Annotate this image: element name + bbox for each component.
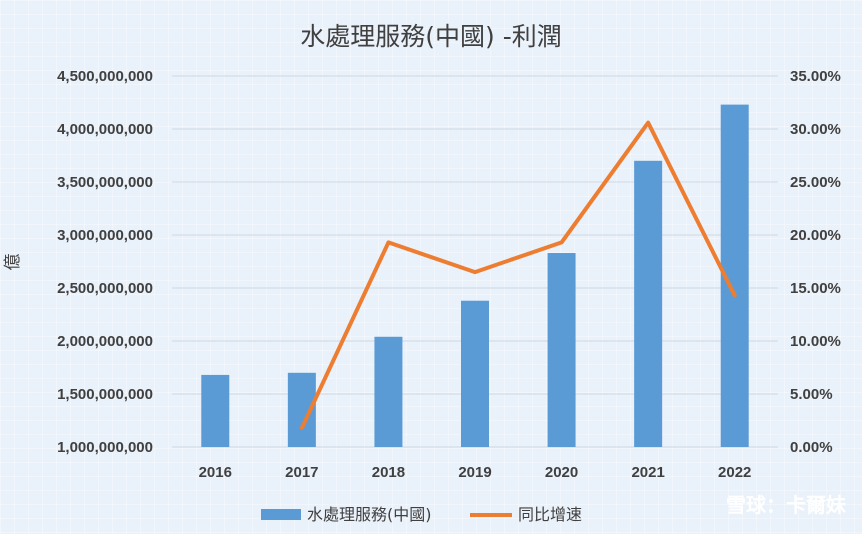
y-tick-label: 4,500,000,000 (57, 68, 153, 85)
y2-tick-label: 15.00% (790, 280, 841, 297)
bar (201, 374, 230, 447)
bar-series (201, 104, 749, 448)
y2-tick-label: 20.00% (790, 227, 841, 244)
x-tick-label: 2020 (545, 464, 578, 481)
growth-line (299, 120, 737, 430)
y-axis-left: 1,000,000,000 1,500,000,000 2,000,000,000 2… (57, 68, 153, 456)
x-tick-label: 2021 (631, 464, 664, 481)
x-tick-label: 2017 (285, 464, 318, 481)
y2-tick-label: 25.00% (790, 174, 841, 191)
legend-label-bar: 水處理服務(中國) (307, 505, 432, 524)
y2-tick-label: 30.00% (790, 121, 841, 138)
y-tick-label: 1,000,000,000 (57, 439, 153, 456)
legend-label-line: 同比增速 (518, 505, 582, 524)
legend: 水處理服務(中國) 同比增速 (261, 505, 582, 524)
x-axis: 2016 2017 2018 2019 2020 2021 2022 (199, 464, 752, 481)
y-tick-label: 2,000,000,000 (57, 333, 153, 350)
line-point (560, 240, 564, 244)
y-tick-label: 3,000,000,000 (57, 227, 153, 244)
y2-tick-label: 0.00% (790, 439, 833, 456)
line-point (646, 121, 650, 125)
line-point (473, 270, 477, 274)
bar (634, 160, 663, 448)
bar (461, 300, 489, 447)
y-tick-label: 3,500,000,000 (57, 174, 153, 191)
line-point (386, 240, 390, 244)
x-tick-label: 2022 (718, 464, 751, 481)
bar (547, 253, 576, 447)
x-tick-label: 2016 (199, 464, 232, 481)
x-tick-label: 2019 (458, 464, 491, 481)
line-point (300, 426, 304, 430)
watermark: 雪球：卡爾妹 (726, 493, 847, 517)
line-series (299, 120, 737, 430)
y-axis-right: 0.00% 5.00% 10.00% 15.00% 20.00% 25.00% 30.00%… (790, 68, 841, 456)
y-axis-title: 億 (3, 254, 23, 271)
y-tick-label: 1,500,000,000 (57, 386, 153, 403)
y2-tick-label: 5.00% (790, 386, 833, 403)
y2-tick-label: 35.00% (790, 68, 841, 85)
y-tick-label: 2,500,000,000 (57, 280, 153, 297)
y-tick-label: 4,000,000,000 (57, 121, 153, 138)
x-tick-label: 2018 (372, 464, 405, 481)
y2-tick-label: 10.00% (790, 333, 841, 350)
chart-title: 水處理服務(中國) -利潤 (300, 22, 561, 51)
line-point (733, 293, 737, 297)
bar (374, 336, 403, 447)
legend-swatch-bar (261, 509, 301, 520)
